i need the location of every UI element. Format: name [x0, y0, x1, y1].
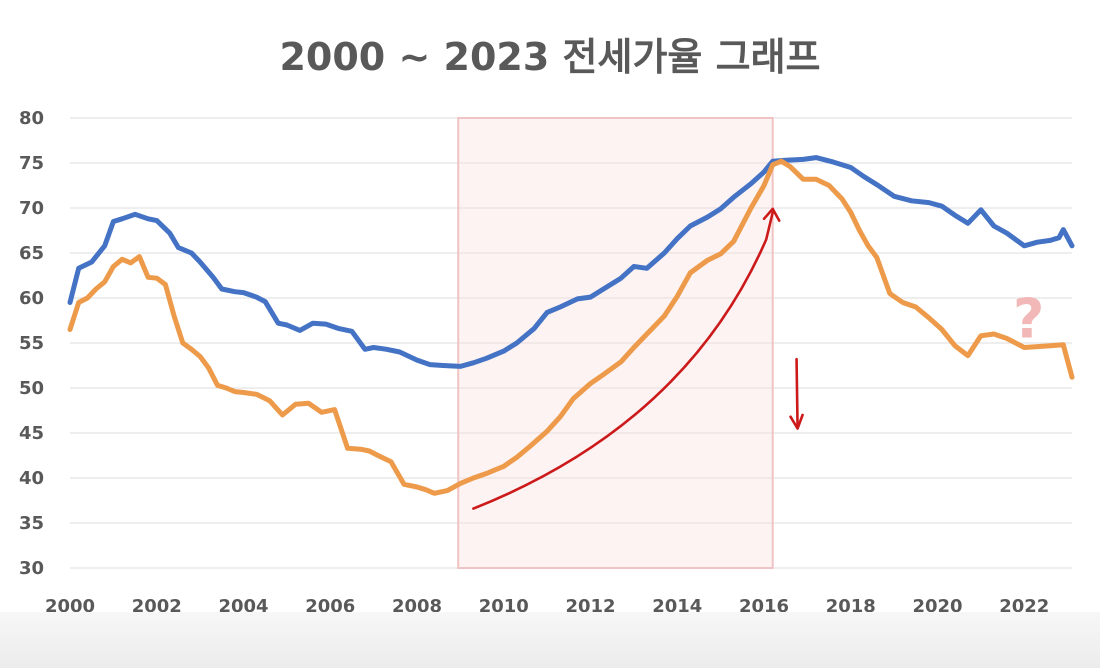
y-tick-label: 65	[19, 243, 44, 264]
y-tick-label: 75	[19, 153, 44, 174]
x-tick-label: 2012	[565, 596, 615, 617]
highlight-region-layer	[457, 117, 774, 569]
curved-up-arrow-head	[762, 207, 781, 222]
x-tick-label: 2010	[479, 596, 529, 617]
y-tick-label: 40	[19, 468, 44, 489]
x-tick-label: 2000	[45, 596, 95, 617]
y-tick-label: 45	[19, 423, 44, 444]
down-arrow-shaft	[795, 357, 799, 429]
x-tick-label: 2002	[132, 596, 182, 617]
x-tick-label: 2014	[652, 596, 702, 617]
y-tick-label: 80	[19, 108, 44, 129]
x-tick-label: 2022	[999, 596, 1049, 617]
series-line-national	[67, 155, 1075, 369]
question-mark-annotation: ?	[1013, 288, 1044, 351]
x-tick-label: 2016	[739, 596, 789, 617]
y-tick-label: 50	[19, 378, 44, 399]
curved-up-arrow-shaft	[472, 211, 775, 510]
x-tick-label: 2006	[305, 596, 355, 617]
y-tick-label: 35	[19, 513, 44, 534]
x-tick-label: 2018	[826, 596, 876, 617]
down-arrow-head	[789, 413, 804, 430]
x-axis-ticks: 2000 2002 2004 2006 2008 2010 2012 2014 2016 2018…	[45, 596, 1049, 617]
series-line-seoul	[67, 158, 1075, 496]
x-tick-label: 2008	[392, 596, 442, 617]
chart-title: 2000 ~ 2023 전세가율 그래프	[279, 35, 821, 79]
x-tick-label: 2020	[912, 596, 962, 617]
annotation-layer: ?	[472, 207, 1044, 510]
y-tick-label: 30	[19, 558, 44, 579]
y-tick-label: 70	[19, 198, 44, 219]
y-tick-label: 55	[19, 333, 44, 354]
highlight-region	[457, 117, 774, 569]
series-layer	[67, 155, 1075, 496]
y-axis-ticks: 30 35 40 45 50 55 60 65 70 75 80	[19, 108, 44, 579]
bottom-bar	[0, 612, 1100, 668]
x-tick-label: 2004	[218, 596, 268, 617]
y-tick-label: 60	[19, 288, 44, 309]
